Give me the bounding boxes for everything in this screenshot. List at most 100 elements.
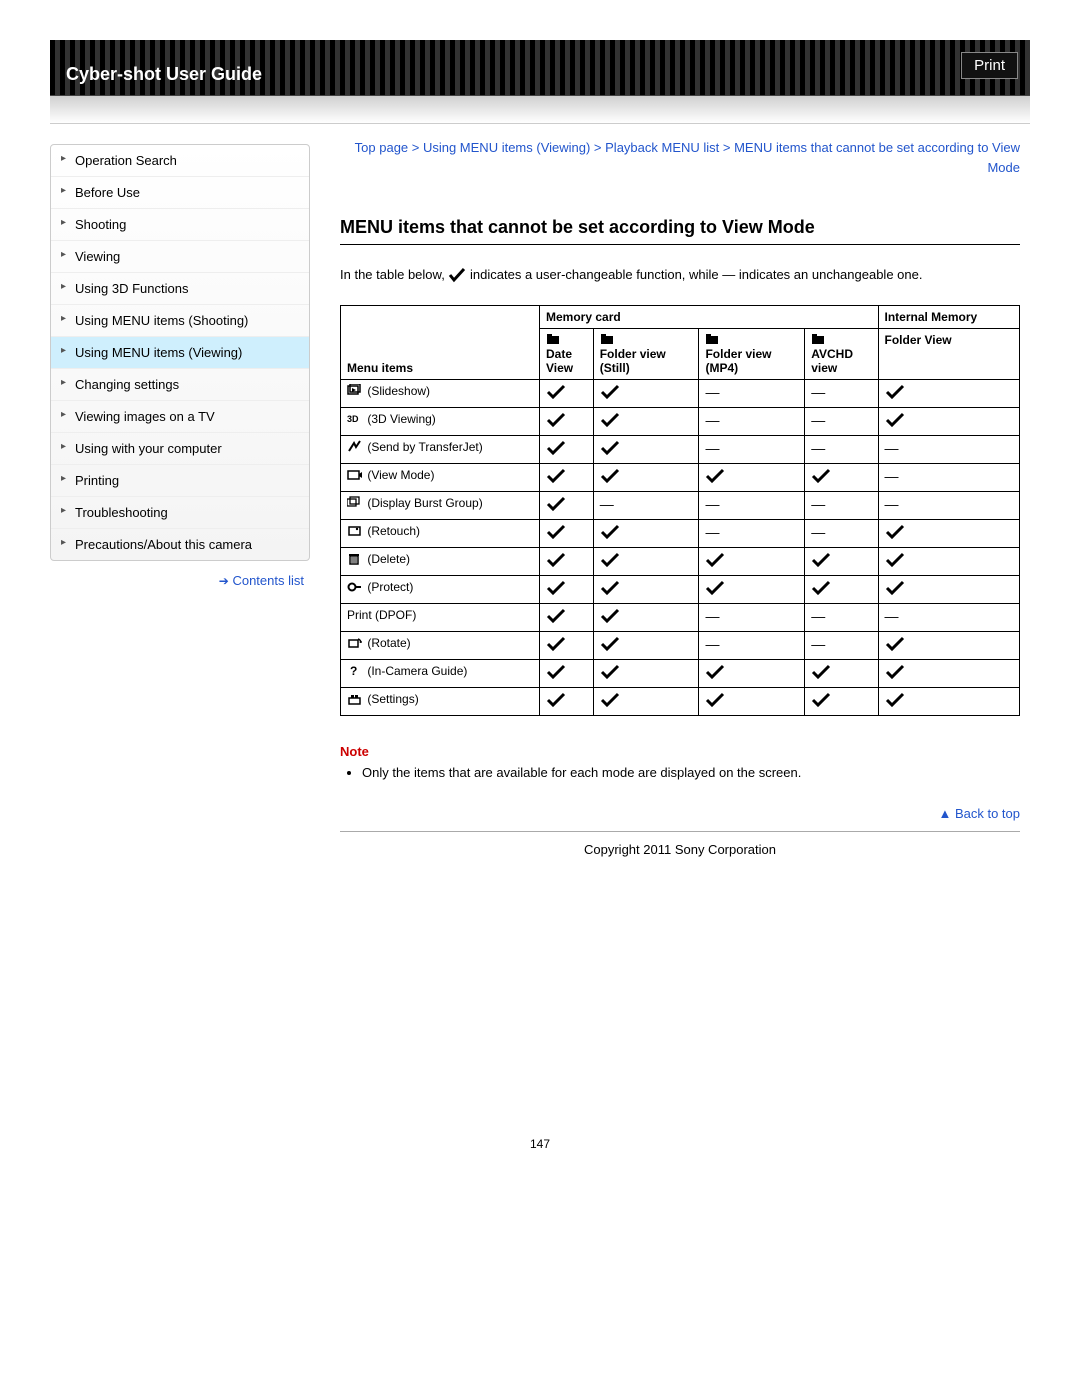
- slideshow-icon: [347, 384, 362, 397]
- table-cell: [699, 575, 805, 603]
- sidebar-item[interactable]: Before Use: [51, 177, 309, 209]
- note-heading: Note: [340, 744, 1020, 759]
- check-icon: [885, 664, 905, 680]
- table-cell: [540, 547, 594, 575]
- table-cell: [699, 547, 805, 575]
- table-row: (Retouch)——: [341, 519, 1020, 547]
- check-icon: [546, 524, 566, 540]
- table-cell: —: [699, 603, 805, 631]
- check-icon: [600, 664, 620, 680]
- table-row: (Protect): [341, 575, 1020, 603]
- table-cell: [805, 687, 878, 715]
- column-header: Folder View: [878, 328, 1020, 379]
- table-cell: [540, 603, 594, 631]
- table-cell: [878, 687, 1020, 715]
- viewmode-icon: [347, 468, 362, 481]
- print-button[interactable]: Print: [961, 52, 1018, 79]
- dash-icon: —: [811, 636, 825, 652]
- table-cell: [540, 659, 594, 687]
- delete-icon: [347, 552, 362, 565]
- retouch-icon: [347, 524, 362, 537]
- table-cell: —: [805, 491, 878, 519]
- dash-icon: —: [811, 496, 825, 512]
- table-cell: [593, 519, 699, 547]
- view-mode-table: Menu itemsMemory cardInternal MemoryDate…: [340, 305, 1020, 716]
- table-row: ? (In-Camera Guide): [341, 659, 1020, 687]
- sidebar-item[interactable]: Using with your computer: [51, 433, 309, 465]
- check-icon: [546, 468, 566, 484]
- col-menu-items: Menu items: [341, 305, 540, 379]
- sidebar-item[interactable]: Precautions/About this camera: [51, 529, 309, 560]
- check-icon: [546, 412, 566, 428]
- title-divider: [340, 244, 1020, 245]
- table-cell: [699, 687, 805, 715]
- check-icon: [705, 664, 725, 680]
- back-to-top-link[interactable]: ▲ Back to top: [340, 800, 1020, 827]
- check-icon: [811, 664, 831, 680]
- dash-icon: —: [811, 412, 825, 428]
- check-icon: [811, 552, 831, 568]
- sidebar-item[interactable]: Using 3D Functions: [51, 273, 309, 305]
- table-cell: —: [699, 631, 805, 659]
- check-icon: [546, 580, 566, 596]
- check-icon: [705, 552, 725, 568]
- table-cell: [878, 631, 1020, 659]
- table-cell: —: [878, 491, 1020, 519]
- table-cell: [699, 659, 805, 687]
- column-header: Folder view(Still): [593, 328, 699, 379]
- back-to-top-label: Back to top: [955, 806, 1020, 821]
- sidebar-item[interactable]: Using MENU items (Viewing): [51, 337, 309, 369]
- dash-icon: —: [705, 636, 719, 652]
- check-icon: [546, 636, 566, 652]
- check-icon: [885, 384, 905, 400]
- folder-icon: [546, 333, 561, 346]
- table-cell: —: [805, 631, 878, 659]
- table-cell: [878, 575, 1020, 603]
- page-number: 147: [50, 877, 1030, 1151]
- table-cell: —: [878, 463, 1020, 491]
- table-cell: [593, 659, 699, 687]
- row-label: (Slideshow): [341, 379, 540, 407]
- contents-list-link[interactable]: ➔ Contents list: [50, 561, 310, 588]
- burst-icon: [347, 496, 362, 509]
- sidebar-item[interactable]: Printing: [51, 465, 309, 497]
- check-icon: [885, 412, 905, 428]
- table-cell: [540, 519, 594, 547]
- dash-icon: —: [811, 384, 825, 400]
- table-cell: [593, 547, 699, 575]
- sidebar-item[interactable]: Viewing images on a TV: [51, 401, 309, 433]
- table-row: (Settings): [341, 687, 1020, 715]
- table-cell: [805, 575, 878, 603]
- table-cell: —: [878, 603, 1020, 631]
- check-icon: [546, 384, 566, 400]
- dash-icon: —: [885, 468, 899, 484]
- sidebar-item[interactable]: Viewing: [51, 241, 309, 273]
- sidebar-item[interactable]: Changing settings: [51, 369, 309, 401]
- table-cell: —: [805, 435, 878, 463]
- table-cell: —: [878, 435, 1020, 463]
- table-row: (Slideshow) — —: [341, 379, 1020, 407]
- sidebar-item[interactable]: Troubleshooting: [51, 497, 309, 529]
- table-cell: —: [699, 379, 805, 407]
- table-cell: —: [699, 519, 805, 547]
- check-icon: [885, 552, 905, 568]
- header-shadow: [50, 96, 1030, 124]
- dash-icon: —: [885, 440, 899, 456]
- dash-icon: —: [885, 608, 899, 624]
- sidebar-item[interactable]: Operation Search: [51, 145, 309, 177]
- sidebar-item[interactable]: Shooting: [51, 209, 309, 241]
- table-cell: —: [805, 379, 878, 407]
- check-icon: [546, 608, 566, 624]
- check-icon: [811, 468, 831, 484]
- row-label: (View Mode): [341, 463, 540, 491]
- check-icon: [546, 692, 566, 708]
- column-header: Folder view(MP4): [699, 328, 805, 379]
- breadcrumb[interactable]: Top page > Using MENU items (Viewing) > …: [340, 134, 1020, 197]
- check-icon: [885, 580, 905, 596]
- sidebar-item[interactable]: Using MENU items (Shooting): [51, 305, 309, 337]
- check-icon: [885, 692, 905, 708]
- guide-icon: ?: [347, 664, 362, 677]
- table-cell: [540, 407, 594, 435]
- row-label: (Settings): [341, 687, 540, 715]
- table-cell: —: [699, 491, 805, 519]
